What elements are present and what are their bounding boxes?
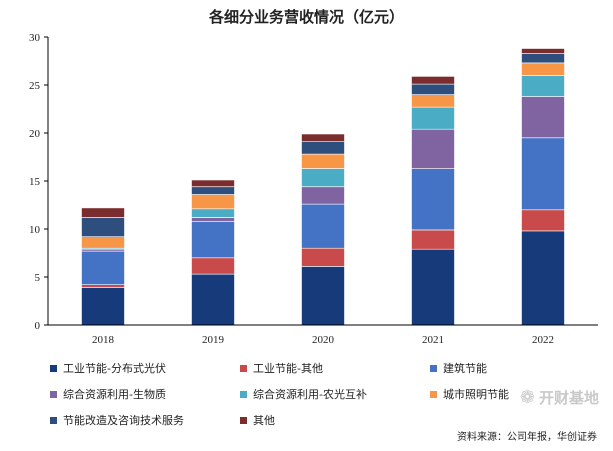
bar-segment-2021-s6 — [411, 83, 455, 95]
bar-segment-2022-s3 — [521, 96, 565, 139]
bar-segment-2022-s6 — [521, 52, 565, 64]
bar-segment-2021-s2 — [411, 168, 455, 231]
bubble-icon: ❁ — [519, 387, 535, 408]
x-tick-label-2022: 2022 — [532, 334, 554, 346]
legend-label-1: 工业节能-其他 — [253, 362, 323, 375]
bar-segment-2021-s5 — [411, 94, 455, 108]
chart-title: 各细分业务营收情况（亿元） — [208, 8, 404, 26]
legend-item-7: 其他 — [240, 412, 430, 428]
x-tick-label-2020: 2020 — [312, 334, 335, 346]
legend-label-5: 城市照明节能 — [443, 388, 509, 401]
bar-segment-2021-s4 — [411, 106, 455, 130]
bar-segment-2020-s1 — [301, 247, 345, 267]
x-tick-label-2019: 2019 — [202, 334, 225, 346]
bar-segment-2021-s1 — [411, 229, 455, 250]
bar-segment-2020-s6 — [301, 141, 345, 155]
legend-item-1: 工业节能-其他 — [240, 360, 430, 376]
bar-segment-2021-s3 — [411, 128, 455, 169]
y-tick-label-15: 15 — [29, 176, 41, 188]
legend-label-6: 节能改造及咨询技术服务 — [63, 414, 184, 427]
axis-layer: 2018 2019 2020 2021 2022 0 5 10 15 20 25 30 — [29, 32, 598, 346]
legend-swatch-2 — [430, 364, 437, 372]
legend-label-2: 建筑节能 — [443, 362, 487, 375]
bar-segment-2018-s7 — [81, 207, 125, 218]
y-tick-label-20: 20 — [29, 128, 41, 140]
legend-item-3: 综合资源利用-生物质 — [50, 386, 240, 402]
bars-layer — [81, 48, 565, 326]
bar-segment-2022-s0 — [521, 230, 565, 326]
legend-label-4: 综合资源利用-农光互补 — [253, 388, 367, 401]
watermark: ❁ 开财基地 — [520, 387, 599, 408]
legend: 工业节能-分布式光伏 工业节能-其他 建筑节能综合资源利用-生物质 综合资源利用-农光… — [50, 360, 570, 428]
bar-segment-2019-s6 — [191, 186, 235, 195]
bar-segment-2020-s5 — [301, 153, 345, 169]
bar-segment-2020-s4 — [301, 168, 345, 188]
legend-label-0: 工业节能-分布式光伏 — [63, 362, 166, 375]
bar-segment-2019-s2 — [191, 221, 235, 259]
bar-segment-2018-s0 — [81, 287, 125, 326]
bar-segment-2022-s2 — [521, 137, 565, 211]
bar-segment-2019-s3 — [191, 217, 235, 222]
legend-item-4: 综合资源利用-农光互补 — [240, 386, 430, 402]
bar-segment-2020-s2 — [301, 203, 345, 249]
bar-segment-2020-s3 — [301, 186, 345, 205]
y-tick-label-25: 25 — [29, 80, 41, 92]
bar-segment-2022-s7 — [521, 48, 565, 54]
bar-segment-2022-s4 — [521, 75, 565, 97]
bar-segment-2019-s7 — [191, 179, 235, 187]
x-tick-label-2018: 2018 — [92, 334, 115, 346]
legend-item-2: 建筑节能 — [430, 360, 570, 376]
legend-swatch-3 — [50, 390, 57, 398]
legend-item-6: 节能改造及咨询技术服务 — [50, 412, 240, 428]
legend-label-3: 综合资源利用-生物质 — [63, 388, 166, 401]
legend-swatch-1 — [240, 364, 247, 372]
bar-segment-2021-s7 — [411, 76, 455, 85]
legend-swatch-6 — [50, 416, 57, 424]
bar-segment-2019-s0 — [191, 273, 235, 326]
bar-segment-2020-s7 — [301, 133, 345, 142]
legend-item-0: 工业节能-分布式光伏 — [50, 360, 240, 376]
bar-segment-2021-s0 — [411, 248, 455, 326]
y-tick-label-0: 0 — [35, 320, 41, 332]
legend-swatch-0 — [50, 364, 57, 372]
legend-swatch-7 — [240, 416, 247, 424]
y-tick-label-5: 5 — [35, 272, 41, 284]
bar-segment-2019-s4 — [191, 208, 235, 218]
y-tick-label-10: 10 — [29, 224, 41, 236]
bar-segment-2019-s1 — [191, 257, 235, 275]
y-tick-label-30: 30 — [29, 32, 41, 44]
bar-segment-2018-s1 — [81, 284, 125, 288]
legend-label-7: 其他 — [253, 414, 275, 427]
bar-segment-2018-s6 — [81, 217, 125, 238]
bar-segment-2018-s5 — [81, 236, 125, 249]
bar-segment-2022-s1 — [521, 209, 565, 232]
bar-segment-2019-s5 — [191, 194, 235, 210]
legend-swatch-5 — [430, 390, 437, 398]
bar-segment-2022-s5 — [521, 62, 565, 76]
legend-item-5: 城市照明节能 — [430, 386, 570, 402]
source-note: 资料来源：公司年报，华创证券 — [457, 432, 597, 443]
x-tick-label-2021: 2021 — [422, 334, 444, 346]
bar-segment-2018-s2 — [81, 250, 125, 286]
legend-swatch-4 — [240, 390, 247, 398]
watermark-text: 开财基地 — [538, 389, 599, 407]
bar-segment-2020-s0 — [301, 266, 345, 326]
